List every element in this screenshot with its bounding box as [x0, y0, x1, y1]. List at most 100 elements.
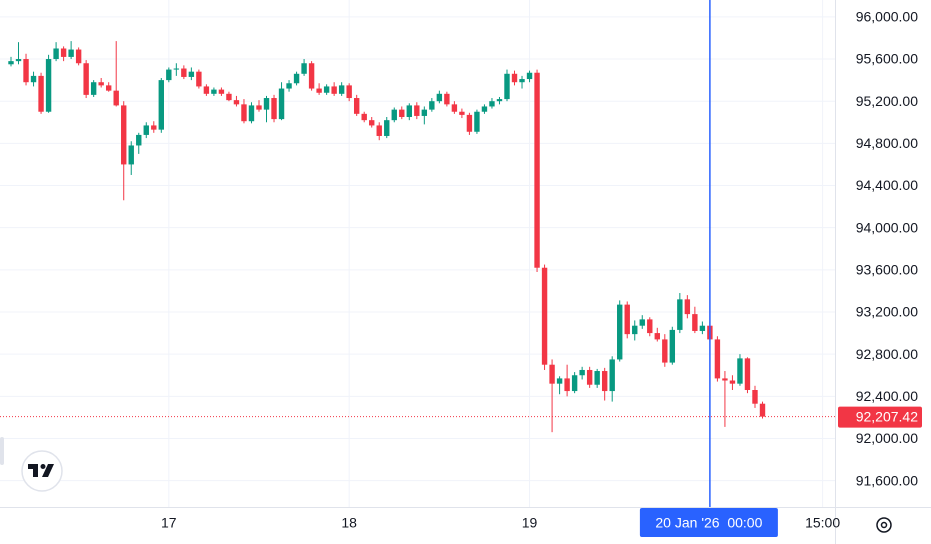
- y-tick-label: 96,000.00: [856, 9, 918, 25]
- candle-body: [406, 105, 412, 117]
- candle-body: [586, 369, 593, 385]
- candle-body: [316, 88, 322, 93]
- candle-body: [436, 93, 443, 102]
- y-tick-label: 92,400.00: [856, 388, 918, 404]
- candle-body: [128, 145, 134, 165]
- y-tick-label: 93,600.00: [856, 262, 918, 278]
- y-tick-label: 92,800.00: [856, 346, 918, 362]
- candle-body: [556, 378, 563, 384]
- candle-body: [722, 378, 728, 381]
- candle-body: [173, 68, 180, 70]
- candle-body: [181, 68, 187, 77]
- grid: [0, 0, 835, 507]
- candle-body: [241, 104, 247, 122]
- candle-body: [662, 339, 668, 363]
- candle-body: [256, 105, 262, 110]
- candle-body: [744, 358, 751, 390]
- candle-body: [669, 329, 676, 363]
- candle-body: [143, 125, 149, 135]
- candle-body: [278, 88, 285, 120]
- candle-body: [647, 319, 653, 334]
- candle-body: [549, 364, 555, 384]
- x-tick-label: 15:00: [805, 515, 840, 531]
- candle-body: [105, 85, 112, 91]
- candle-body: [601, 371, 608, 392]
- candle-body: [421, 109, 428, 116]
- candles: [8, 41, 766, 433]
- candle-body: [136, 134, 142, 146]
- y-tick-label: 93,200.00: [856, 304, 918, 320]
- candle-body: [384, 120, 390, 136]
- y-tick-label: 95,200.00: [856, 93, 918, 109]
- candle-body: [594, 371, 600, 385]
- candle-body: [121, 105, 127, 165]
- candle-body: [308, 63, 315, 89]
- candle-body: [692, 314, 698, 331]
- candle-body: [624, 304, 630, 335]
- last-price-box: [838, 406, 922, 428]
- candle-body: [353, 98, 360, 114]
- candle-body: [218, 89, 225, 94]
- candle-body: [233, 100, 240, 105]
- candle-body: [414, 105, 420, 116]
- candle-body: [399, 109, 405, 117]
- candle-body: [203, 86, 210, 94]
- candle-body: [68, 49, 74, 57]
- candle-body: [511, 73, 518, 83]
- candle-body: [75, 49, 82, 64]
- candle-body: [654, 333, 660, 340]
- y-tick-label: 94,800.00: [856, 135, 918, 151]
- candle-body: [639, 319, 645, 326]
- candle-body: [684, 299, 691, 315]
- candle-body: [429, 101, 435, 110]
- settings-icon[interactable]: [876, 517, 892, 533]
- candle-body: [263, 98, 270, 110]
- candle-body: [151, 125, 157, 130]
- candle-body: [677, 299, 683, 330]
- candle-body: [60, 48, 67, 57]
- y-tick-label: 94,400.00: [856, 177, 918, 193]
- candle-body: [474, 111, 480, 132]
- candle-body: [293, 73, 300, 84]
- candle-body: [391, 109, 397, 121]
- candle-body: [188, 71, 195, 77]
- candle-body: [286, 83, 292, 89]
- overlay: [0, 0, 835, 507]
- candle-body: [83, 63, 89, 95]
- y-tick-label: 92,000.00: [856, 430, 918, 446]
- candle-body: [113, 90, 119, 106]
- candle-body: [166, 69, 172, 81]
- candle-body: [361, 113, 367, 121]
- candle-body: [8, 61, 14, 65]
- candle-body: [632, 325, 638, 335]
- candle-body: [714, 339, 721, 379]
- y-tick-label: 95,600.00: [856, 51, 918, 67]
- candle-body: [338, 85, 345, 94]
- y-tick-label: 91,600.00: [856, 472, 918, 488]
- candle-body: [489, 101, 495, 107]
- candle-body: [248, 105, 255, 122]
- last-price-label: 92,207.42: [856, 408, 918, 424]
- tradingview-logo[interactable]: [21, 450, 63, 492]
- candle-body: [45, 59, 52, 112]
- candle-body: [729, 380, 736, 384]
- candle-body: [323, 86, 330, 93]
- candle-body: [699, 325, 706, 331]
- crosshair-label-box: [639, 508, 778, 537]
- candle-body: [752, 390, 758, 404]
- candle-body: [23, 59, 29, 83]
- x-tick-label: 18: [341, 515, 357, 531]
- y-tick-label: 94,000.00: [856, 219, 918, 235]
- candle-body: [444, 93, 450, 105]
- side-handle[interactable]: [0, 437, 4, 465]
- candle-body: [30, 75, 37, 83]
- x-tick-label: 19: [522, 515, 538, 531]
- candle-body: [38, 75, 44, 112]
- candle-body: [451, 104, 458, 112]
- candle-body: [331, 86, 337, 94]
- candle-body: [376, 125, 382, 136]
- candle-body: [504, 73, 510, 100]
- x-tick-label: 17: [161, 515, 177, 531]
- candle-body: [90, 82, 97, 95]
